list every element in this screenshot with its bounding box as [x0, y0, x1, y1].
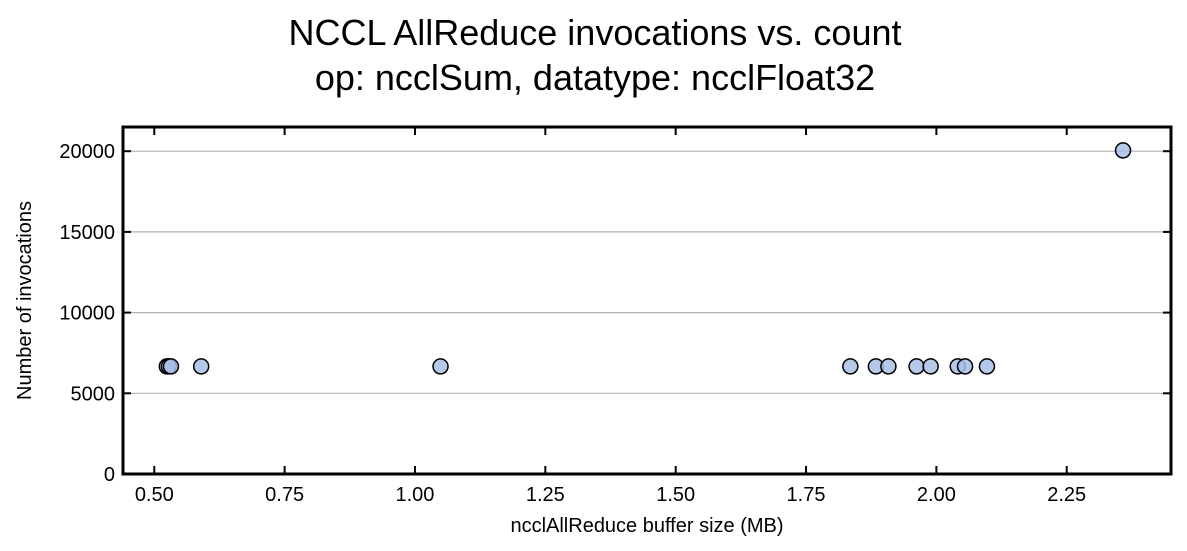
- chart-title-line-1: NCCL AllReduce invocations vs. count: [289, 12, 902, 53]
- data-point: [908, 358, 925, 375]
- data-point: [922, 358, 939, 375]
- y-tick-label: 5000: [71, 383, 116, 405]
- data-point: [880, 358, 897, 375]
- x-axis-label: ncclAllReduce buffer size (MB): [510, 515, 783, 537]
- x-tick-label: 2.00: [917, 484, 956, 506]
- y-axis-label: Number of invocations: [14, 201, 36, 400]
- x-tick-label: 1.00: [396, 484, 435, 506]
- x-tick-label: 1.50: [656, 484, 695, 506]
- data-point: [1114, 142, 1132, 159]
- grid-lines: [123, 150, 1171, 394]
- x-tick-label: 1.25: [526, 484, 565, 506]
- y-tick-label: 0: [104, 464, 115, 486]
- chart-title-line-2: op: ncclSum, datatype: ncclFloat32: [315, 57, 875, 98]
- y-tick-label: 10000: [59, 303, 115, 325]
- x-tick-label: 1.75: [787, 484, 826, 506]
- x-tick-label: 2.25: [1047, 484, 1086, 506]
- x-tick-label: 0.75: [265, 484, 304, 506]
- chart-title: NCCL AllReduce invocations vs. count op:…: [289, 12, 902, 98]
- data-point: [192, 358, 210, 375]
- data-point: [978, 358, 996, 375]
- x-tick-label: 0.50: [135, 484, 174, 506]
- axis-ticks: 0 5000 10000 15000 20000 0.50 0.75 1.00 1.25 1.50…: [59, 127, 1171, 506]
- data-point: [842, 358, 859, 375]
- data-point: [432, 358, 449, 375]
- y-tick-label: 15000: [59, 222, 115, 244]
- data-point: [162, 358, 180, 375]
- y-tick-label: 20000: [59, 141, 115, 163]
- plot-frame: [121, 125, 1173, 476]
- data-points: [158, 142, 1132, 375]
- data-point: [956, 358, 974, 375]
